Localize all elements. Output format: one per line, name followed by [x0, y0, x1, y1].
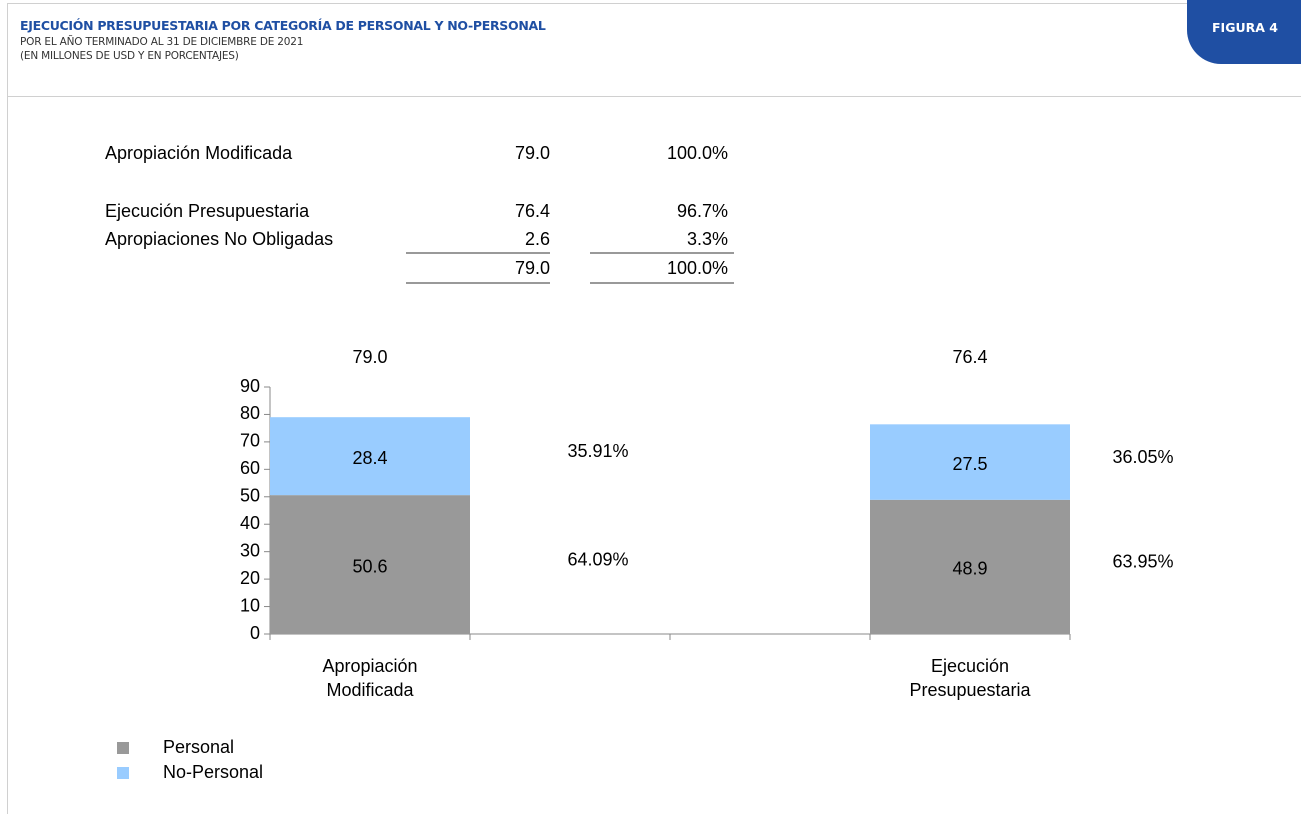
y-tick-label: 30 [240, 540, 260, 560]
bar-segment [870, 499, 1070, 634]
subtitle: POR EL AÑO TERMINADO AL 31 DE DICIEMBRE … [20, 36, 304, 48]
share-label: 63.95% [1112, 552, 1173, 572]
y-tick-label: 90 [240, 376, 260, 396]
divider [7, 96, 1301, 97]
y-tick-label: 40 [240, 513, 260, 533]
underline [406, 252, 550, 254]
total-amount: 79.0 [514, 258, 550, 278]
frame [7, 3, 1207, 4]
title: EJECUCIÓN PRESUPUESTARIA POR CATEGORÍA D… [20, 18, 546, 33]
amount: 79.0 [514, 143, 550, 163]
x-tick-label: Apropiación Modificada [322, 656, 418, 700]
share-label: 64.09% [567, 549, 628, 569]
value-label: 50.6 [352, 556, 387, 576]
percent: 3.3% [686, 229, 728, 249]
y-tick-label: 0 [250, 623, 260, 643]
frame [7, 3, 8, 814]
figure-badge: FIGURA 4 [1187, 0, 1301, 64]
y-tick-label: 60 [240, 458, 260, 478]
y-tick-label: 80 [240, 403, 260, 423]
legend-label: No-Personal [163, 762, 264, 782]
percent: 96.7% [676, 201, 728, 221]
value-label: 27.5 [952, 454, 987, 474]
total-percent: 100.0% [666, 258, 728, 278]
bar-segment [270, 495, 470, 634]
percent: 100.0% [666, 143, 728, 163]
amount: 76.4 [514, 201, 550, 221]
value-label: 48.9 [952, 559, 987, 579]
bar-segment [270, 417, 470, 496]
total-label: 76.4 [952, 347, 987, 367]
value-label: 28.4 [352, 448, 387, 468]
total-label: 79.0 [352, 347, 387, 367]
amount: 2.6 [524, 229, 550, 249]
x-tick-label: Ejecución Presupuestaria [909, 656, 1031, 700]
legend-label: Personal [163, 737, 235, 757]
underline [406, 282, 550, 284]
row-label: Ejecución Presupuestaria [105, 201, 310, 221]
share-label: 35.91% [567, 441, 628, 461]
units: (EN MILLONES DE USD Y EN PORCENTAJES) [20, 50, 239, 62]
legend-swatch [117, 767, 129, 779]
underline [590, 252, 734, 254]
y-tick-label: 20 [240, 568, 260, 588]
bar-segment [870, 424, 1070, 500]
legend-swatch [117, 742, 129, 754]
y-tick-label: 10 [240, 595, 260, 615]
share-label: 36.05% [1112, 447, 1173, 467]
y-tick-label: 70 [240, 431, 260, 451]
row-label: Apropiaciones No Obligadas [105, 229, 334, 249]
row-label: Apropiación Modificada [105, 143, 293, 163]
y-tick-label: 50 [240, 486, 260, 506]
underline [590, 282, 734, 284]
